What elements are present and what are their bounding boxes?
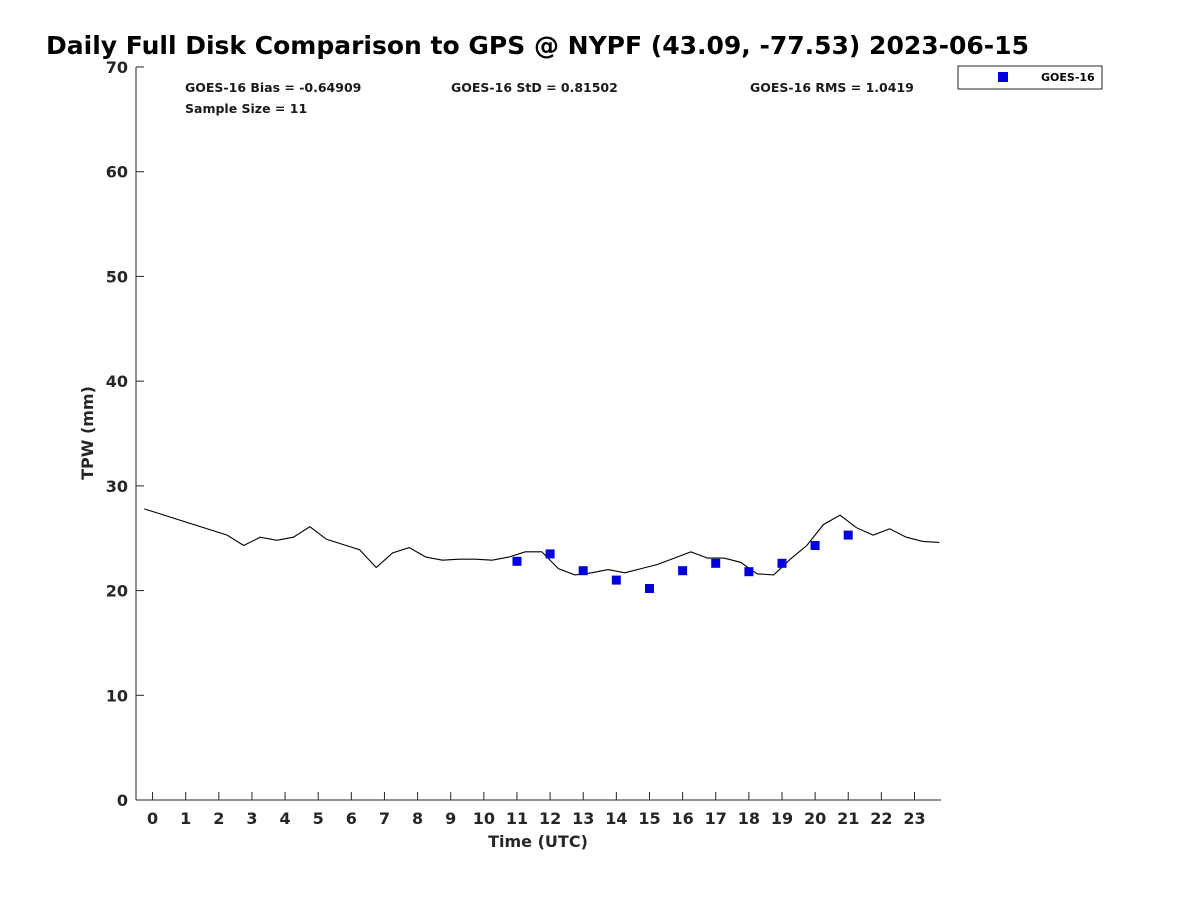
chart-title: Daily Full Disk Comparison to GPS @ NYPF… bbox=[46, 31, 1029, 60]
x-tick-label: 18 bbox=[738, 809, 760, 828]
goes16-data-point bbox=[711, 558, 721, 568]
goes16-data-point bbox=[545, 549, 555, 559]
goes16-data-point bbox=[810, 541, 820, 550]
x-tick-label: 7 bbox=[379, 809, 390, 828]
goes16-data-point bbox=[611, 575, 621, 585]
legend-label-goes16: GOES-16 bbox=[1041, 71, 1095, 84]
plot-axes bbox=[135, 67, 941, 801]
x-tick-label: 4 bbox=[280, 809, 291, 828]
y-tick-label: 70 bbox=[106, 58, 128, 77]
goes16-data-point bbox=[678, 566, 688, 576]
bias-stat: GOES-16 Bias = -0.64909 bbox=[185, 80, 361, 95]
y-tick-label: 60 bbox=[106, 163, 128, 182]
x-tick-label: 1 bbox=[180, 809, 191, 828]
y-tick-label: 0 bbox=[117, 791, 128, 810]
x-tick-label: 3 bbox=[246, 809, 257, 828]
y-ticks: 0 10 20 30 40 50 60 70 bbox=[106, 58, 144, 810]
legend-marker-goes16 bbox=[998, 72, 1008, 82]
rms-stat: GOES-16 RMS = 1.0419 bbox=[750, 80, 914, 95]
std-stat: GOES-16 StD = 0.81502 bbox=[451, 80, 618, 95]
y-tick-label: 10 bbox=[106, 686, 128, 705]
goes16-data-point bbox=[777, 558, 787, 568]
x-tick-label: 14 bbox=[605, 809, 627, 828]
legend: GOES-16 bbox=[957, 65, 1103, 90]
x-tick-label: 9 bbox=[445, 809, 456, 828]
x-tick-label: 21 bbox=[837, 809, 859, 828]
goes16-data-point bbox=[645, 584, 654, 593]
goes16-data-point bbox=[512, 556, 522, 566]
x-tick-label: 0 bbox=[147, 809, 158, 828]
x-tick-label: 23 bbox=[903, 809, 925, 828]
x-tick-label: 5 bbox=[313, 809, 324, 828]
x-tick-label: 15 bbox=[638, 809, 660, 828]
x-tick-label: 19 bbox=[771, 809, 793, 828]
x-tick-label: 17 bbox=[705, 809, 727, 828]
y-tick-label: 50 bbox=[106, 267, 128, 286]
y-tick-label: 40 bbox=[106, 372, 128, 391]
x-tick-label: 12 bbox=[539, 809, 561, 828]
goes16-data-point bbox=[744, 567, 754, 577]
x-tick-label: 16 bbox=[671, 809, 693, 828]
legend-box bbox=[957, 65, 1103, 90]
sample-size-stat: Sample Size = 11 bbox=[185, 101, 307, 116]
x-tick-label: 8 bbox=[412, 809, 423, 828]
x-tick-label: 20 bbox=[804, 809, 826, 828]
x-tick-label: 22 bbox=[870, 809, 892, 828]
x-tick-label: 2 bbox=[213, 809, 224, 828]
x-ticks: 0 1 2 3 4 5 6 7 8 9 10 11 12 13 14 15 16 17 18 19 20 21 22 23 bbox=[147, 792, 926, 828]
y-axis-label: TPW (mm) bbox=[78, 386, 97, 480]
x-tick-label: 11 bbox=[506, 809, 528, 828]
goes16-data-point bbox=[843, 530, 853, 540]
x-tick-label: 10 bbox=[473, 809, 495, 828]
x-axis-label: Time (UTC) bbox=[488, 832, 588, 851]
y-tick-label: 30 bbox=[106, 477, 128, 496]
plot-area bbox=[144, 508, 940, 593]
goes16-data-point bbox=[578, 566, 588, 576]
gps-tpw-line bbox=[144, 508, 940, 576]
x-tick-label: 13 bbox=[572, 809, 594, 828]
y-tick-label: 20 bbox=[106, 582, 128, 601]
x-tick-label: 6 bbox=[346, 809, 357, 828]
